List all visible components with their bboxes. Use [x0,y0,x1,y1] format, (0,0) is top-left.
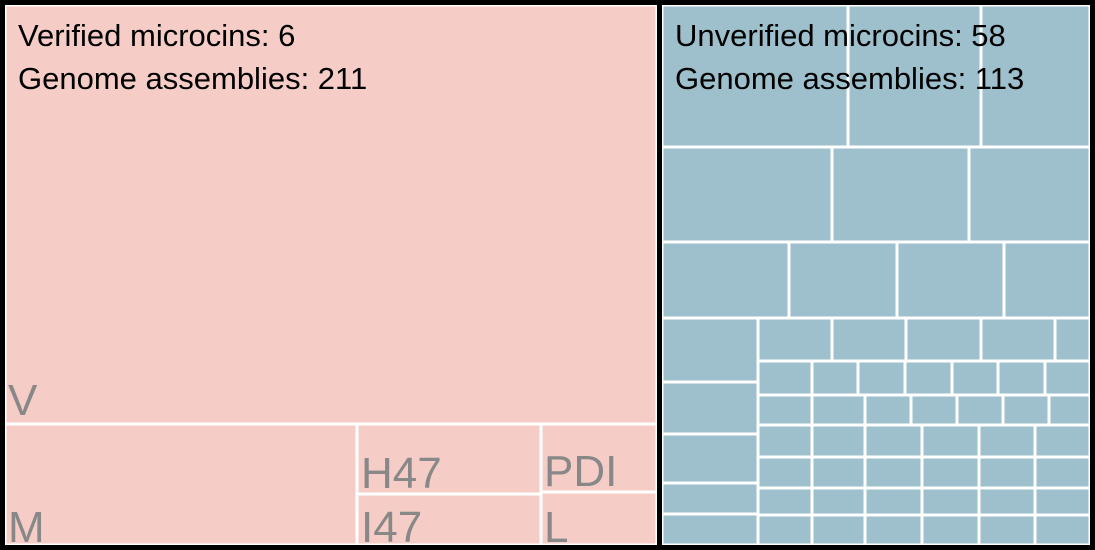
unverified-tile [846,5,983,149]
unverified-tile [1033,513,1090,545]
unverified-tile [1043,359,1090,397]
unverified-tile [810,513,867,545]
unverified-tile [977,513,1037,545]
unverified-stats: Unverified microcins: 58 Genome assembli… [675,14,1024,100]
verified-stats: Verified microcins: 6 Genome assemblies:… [18,14,367,100]
unverified-tile [787,240,899,320]
unverified-panel: Unverified microcins: 58 Genome assembli… [662,5,1090,545]
unverified-tile [903,359,954,397]
unverified-tile [830,316,908,363]
tile-label-l: L [544,503,568,545]
unverified-tile [1002,240,1090,320]
unverified-tile [979,316,1057,363]
unverified-tile [863,486,924,517]
unverified-tile [662,240,791,320]
unverified-tile [756,455,814,490]
tile-label-v: V [8,376,38,425]
unverified-tile [810,359,860,397]
unverified-tile [977,486,1037,517]
unverified-tile [863,513,924,545]
unverified-tile [662,512,760,545]
tile-label-m: M [8,503,45,545]
unverified-tile [756,423,814,459]
unverified-tile [863,423,924,459]
unverified-tile [810,393,867,427]
unverified-tile [1033,455,1090,490]
unverified-tile [895,240,1006,320]
verified-treemap: V M H47 I47 PDI L [5,5,657,545]
unverified-tile [967,145,1090,244]
unverified-tile [810,423,867,459]
unverified-tile [662,432,760,485]
unverified-tile [920,513,981,545]
unverified-tile [1053,316,1090,363]
unverified-tile [830,145,971,244]
unverified-tile [863,393,913,427]
unverified-tile [863,455,924,490]
unverified-tile [996,359,1047,397]
unverified-tile [810,486,867,517]
unverified-tile [1033,423,1090,459]
verified-panel: V M H47 I47 PDI L Verified microcins: 6 Genom… [5,5,657,545]
unverified-tile [920,486,981,517]
unverified-tile [909,393,959,427]
unverified-tile [920,423,981,459]
tile-l [539,490,657,545]
unverified-tile [662,316,760,384]
unverified-tile [810,455,867,490]
unverified-assemblies-count: Genome assemblies: 113 [675,61,1025,96]
tile-label-h47: H47 [361,449,442,498]
unverified-tile [662,145,834,244]
unverified-tile [756,316,834,363]
tile-v [5,5,657,426]
unverified-tile [662,481,760,516]
verified-assemblies-count: Genome assemblies: 211 [18,61,368,96]
unverified-tile [977,455,1037,490]
unverified-tile [977,423,1037,459]
unverified-tile [920,455,981,490]
unverified-tile [904,316,983,363]
unverified-tile [1047,393,1090,427]
unverified-tile [756,513,814,545]
unverified-tile [756,359,814,397]
tile-label-pdi: PDI [544,447,617,496]
unverified-microcins-count: Unverified microcins: 58 [675,18,1006,53]
unverified-tile [856,359,907,397]
unverified-treemap [662,5,1090,545]
unverified-tile [662,380,760,436]
tile-pdi [539,422,657,494]
unverified-tile [955,393,1005,427]
verified-microcins-count: Verified microcins: 6 [18,18,296,53]
unverified-tile [756,486,814,517]
unverified-tile [950,359,1000,397]
unverified-tile [1001,393,1051,427]
unverified-tile [1033,486,1090,517]
tile-label-i47: I47 [361,503,422,545]
tile-m [5,422,359,545]
unverified-tile [756,393,814,427]
